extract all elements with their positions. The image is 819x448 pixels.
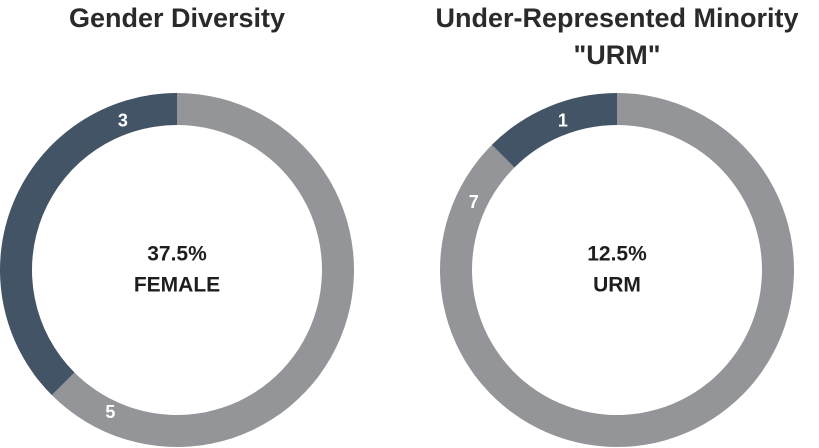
- center-label: 37.5%: [147, 243, 207, 266]
- value-label: 5: [105, 402, 115, 422]
- chart-title: "URM": [573, 40, 660, 70]
- chart-title: Gender Diversity: [69, 3, 285, 33]
- value-label: 1: [558, 110, 568, 130]
- chart-title: Under-Represented Minority: [435, 3, 798, 33]
- value-label: 3: [118, 110, 128, 130]
- donut-segment: [491, 93, 617, 168]
- value-label: 7: [469, 192, 479, 212]
- center-label: FEMALE: [134, 274, 220, 297]
- center-label: URM: [593, 274, 641, 297]
- donut-segment: [0, 93, 177, 396]
- center-label: 12.5%: [587, 243, 647, 266]
- donut-segment: [51, 93, 354, 447]
